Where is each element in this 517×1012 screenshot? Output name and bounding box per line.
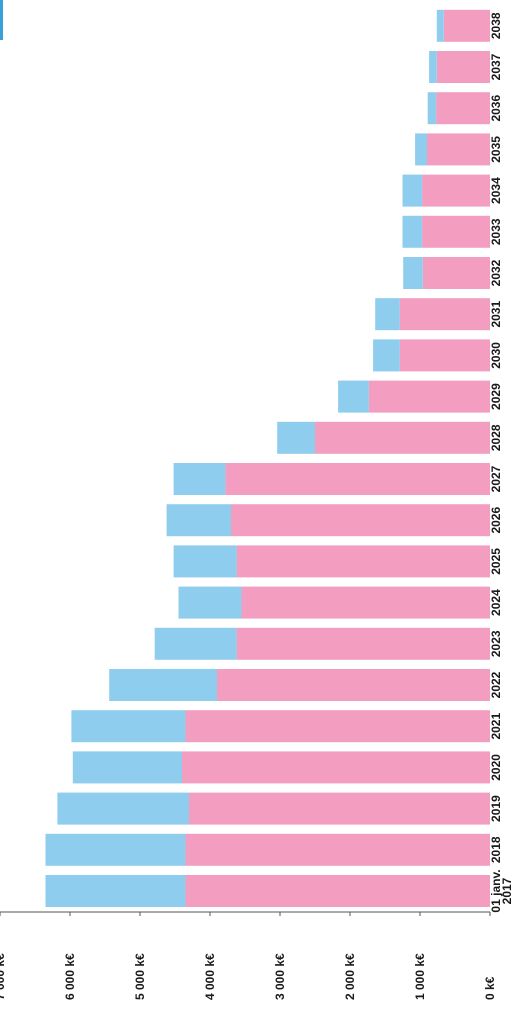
bar-segment-2023-s2 bbox=[154, 627, 237, 660]
bar-segment-2021-s2 bbox=[71, 710, 186, 743]
bar-segment-2027-s2 bbox=[173, 463, 226, 495]
bar-segment-2026-s1 bbox=[231, 504, 490, 537]
bar-segment-2026-s2 bbox=[166, 504, 231, 537]
value-tick-label: 6 000 k€ bbox=[63, 953, 77, 1000]
category-label: 2026 bbox=[489, 507, 503, 534]
bar-segment-2031-s2 bbox=[375, 298, 400, 331]
value-tick-label: 0 k€ bbox=[483, 976, 497, 1000]
bar-segment-2032-s1 bbox=[422, 257, 490, 289]
bar-segment-2022-s2 bbox=[109, 669, 217, 701]
bar-segment-01-janv.-2017-s2 bbox=[45, 875, 186, 907]
category-label: 2017 bbox=[500, 877, 514, 904]
value-tick-label: 5 000 k€ bbox=[133, 953, 147, 1000]
bar-segment-01-janv.-2017-s1 bbox=[185, 875, 490, 907]
bar-segment-2035-s1 bbox=[427, 133, 490, 166]
bar-segment-2037-s1 bbox=[436, 51, 490, 83]
category-label: 2036 bbox=[489, 95, 503, 122]
bar-segment-2029-s1 bbox=[368, 380, 490, 413]
category-label: 2035 bbox=[489, 136, 503, 163]
category-label: 2028 bbox=[489, 424, 503, 451]
category-label: 2031 bbox=[489, 301, 503, 328]
bar-segment-2020-s1 bbox=[182, 751, 490, 784]
bar-segment-2022-s1 bbox=[217, 669, 490, 701]
category-label: 2020 bbox=[489, 754, 503, 781]
category-label: 2018 bbox=[489, 836, 503, 863]
bar-segment-2024-s1 bbox=[241, 586, 490, 619]
bar-segment-2028-s1 bbox=[315, 421, 490, 454]
bar-segment-2018-s2 bbox=[45, 833, 186, 866]
category-label: 2022 bbox=[489, 671, 503, 698]
value-tick-label: 4 000 k€ bbox=[203, 953, 217, 1000]
bar-segment-2018-s1 bbox=[185, 833, 490, 866]
bar-segment-2033-s1 bbox=[422, 215, 490, 248]
value-tick-label: 1 000 k€ bbox=[413, 953, 427, 1000]
bar-segment-2033-s2 bbox=[402, 215, 423, 248]
accent-bar bbox=[0, 0, 3, 40]
bar-segment-2030-s2 bbox=[373, 339, 400, 372]
bar-segment-2031-s1 bbox=[399, 298, 490, 331]
category-label: 01 janv. bbox=[489, 869, 503, 912]
value-tick-label: 2 000 k€ bbox=[343, 953, 357, 1000]
bar-segment-2030-s1 bbox=[399, 339, 490, 372]
bar-segment-2019-s1 bbox=[189, 792, 490, 825]
category-label: 2034 bbox=[489, 177, 503, 204]
category-label: 2033 bbox=[489, 218, 503, 245]
bar-segment-2029-s2 bbox=[338, 380, 369, 413]
bar-segment-2028-s2 bbox=[277, 421, 315, 454]
bar-segment-2038-s2 bbox=[436, 9, 444, 42]
bar-segment-2034-s1 bbox=[422, 174, 490, 207]
bar-segment-2025-s2 bbox=[173, 545, 237, 578]
bar-segment-2032-s2 bbox=[403, 257, 423, 289]
bar-segment-2036-s1 bbox=[436, 92, 490, 125]
bar-segment-2024-s2 bbox=[178, 586, 242, 619]
bar-segment-2020-s2 bbox=[72, 751, 182, 784]
value-tick-label: 7 000 k€ bbox=[0, 953, 7, 1000]
bar-segment-2038-s1 bbox=[443, 9, 490, 42]
bar-segment-2037-s2 bbox=[429, 51, 437, 83]
bar-segment-2019-s2 bbox=[57, 792, 190, 825]
category-label: 2029 bbox=[489, 383, 503, 410]
value-tick-label: 3 000 k€ bbox=[273, 953, 287, 1000]
bar-segment-2027-s1 bbox=[225, 463, 490, 495]
category-label: 2023 bbox=[489, 630, 503, 657]
bar-segment-2036-s2 bbox=[427, 92, 437, 125]
bar-segment-2034-s2 bbox=[402, 174, 423, 207]
category-label: 2024 bbox=[489, 589, 503, 616]
category-label: 2025 bbox=[489, 548, 503, 575]
category-label: 2032 bbox=[489, 259, 503, 286]
bar-segment-2023-s1 bbox=[236, 627, 490, 660]
bar-segment-2035-s2 bbox=[415, 133, 427, 166]
category-label: 2030 bbox=[489, 342, 503, 369]
category-label: 2027 bbox=[489, 465, 503, 492]
category-label: 2021 bbox=[489, 713, 503, 740]
category-label: 2038 bbox=[489, 12, 503, 39]
category-label: 2037 bbox=[489, 53, 503, 80]
category-label: 2019 bbox=[489, 795, 503, 822]
bar-segment-2021-s1 bbox=[185, 710, 490, 743]
bar-segment-2025-s1 bbox=[236, 545, 490, 578]
